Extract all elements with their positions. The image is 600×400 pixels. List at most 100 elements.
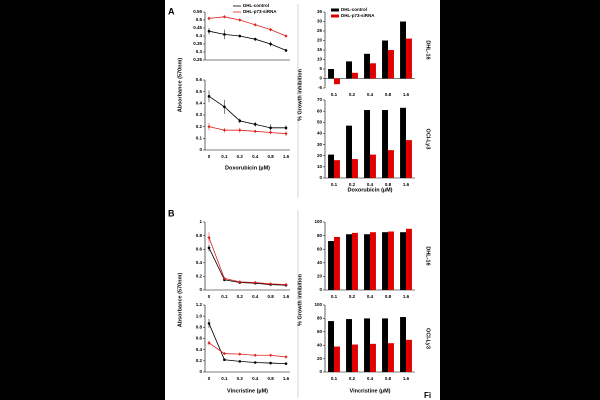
- y-tick-label: 60: [317, 246, 323, 251]
- data-point: [207, 95, 211, 98]
- legend-label: DHL-control: [243, 3, 269, 8]
- data-point: [222, 15, 226, 19]
- x-tick-label: 0.2: [349, 92, 356, 97]
- x-tick-label: 1.6: [283, 154, 290, 159]
- y-tick-label: 0.45: [193, 25, 202, 30]
- x-tick-label: 0.2: [237, 154, 244, 159]
- y-tick-label: 1: [199, 219, 202, 224]
- y-tick-label: 100: [314, 219, 322, 224]
- data-point: [284, 362, 288, 365]
- data-point: [253, 129, 257, 133]
- bar: [400, 232, 406, 290]
- data-point: [207, 322, 211, 325]
- x-tick-label: 0.4: [252, 376, 259, 381]
- y-tick-label: 40: [317, 260, 323, 265]
- bar: [388, 50, 394, 79]
- x-tick-label: 0.4: [367, 376, 374, 381]
- y-tick-label: 1.0: [196, 313, 203, 318]
- y-tick-label: 100: [314, 302, 322, 307]
- bar: [352, 344, 358, 372]
- y-tick-label: 15: [317, 47, 323, 52]
- x-tick-label: 1.6: [403, 92, 410, 97]
- series-line: [208, 342, 287, 358]
- data-point: [223, 105, 226, 109]
- x-axis-label: Vincristine (µM): [227, 388, 268, 394]
- y-axis-label: % Growth inhibition: [297, 273, 303, 326]
- x-tick-label: 0.4: [367, 182, 374, 187]
- y-tick-label: 0.5: [196, 17, 203, 22]
- series-line: [208, 96, 286, 129]
- panel-label: B: [168, 208, 175, 218]
- data-point: [253, 280, 257, 285]
- data-point: [253, 23, 257, 27]
- y-axis-label: % Growth inhibition: [297, 68, 303, 121]
- series-line: [208, 323, 287, 365]
- x-tick-label: 0.1: [331, 182, 338, 187]
- x-tick-label: 0.1: [331, 92, 338, 97]
- cell-line-label: DHL-16: [425, 40, 431, 59]
- data-point: [207, 246, 211, 250]
- bar: [346, 319, 352, 372]
- y-tick-label: 30: [317, 142, 323, 147]
- bar: [406, 38, 412, 79]
- data-point: [269, 42, 272, 46]
- bar: [334, 78, 340, 85]
- x-tick-label: 0.1: [331, 294, 338, 299]
- y-tick-label: 60: [317, 108, 323, 113]
- data-point: [238, 128, 242, 132]
- x-tick-label: 0: [208, 154, 211, 159]
- data-point: [269, 130, 273, 135]
- x-tick-label: 0.8: [385, 294, 392, 299]
- x-tick-label: 0.2: [349, 182, 356, 187]
- bar: [388, 150, 394, 178]
- x-tick-label: 0.2: [349, 376, 356, 381]
- data-point: [222, 351, 226, 356]
- x-tick-label: 1.6: [403, 376, 410, 381]
- legend-label: DHL-p73-siRNA: [243, 9, 277, 14]
- y-tick-label: 0.35: [193, 41, 202, 46]
- data-point: [207, 341, 211, 345]
- x-tick-label: 0.8: [267, 376, 274, 381]
- data-point: [223, 358, 226, 362]
- series-line: [208, 237, 287, 285]
- data-point: [207, 236, 211, 240]
- data-point: [284, 355, 288, 359]
- y-tick-label: 0: [199, 287, 202, 292]
- y-tick-label: 0: [319, 76, 322, 81]
- y-tick-label: 0.8: [196, 325, 203, 330]
- bar: [388, 343, 394, 372]
- x-axis-label: Doxorubicin (µM): [347, 187, 392, 193]
- bar: [400, 107, 406, 178]
- y-tick-label: 0.6: [196, 77, 203, 82]
- bar: [370, 63, 376, 79]
- data-point: [222, 276, 226, 281]
- x-tick-label: 0.8: [385, 92, 392, 97]
- x-axis-label: Vincristine (µM): [350, 388, 391, 394]
- bar: [328, 321, 334, 372]
- data-point: [238, 280, 242, 284]
- y-tick-label: 5: [319, 66, 322, 71]
- bar: [382, 318, 388, 372]
- x-tick-label: 0.2: [237, 294, 244, 299]
- y-tick-label: 35: [317, 9, 323, 14]
- y-tick-label: 50: [317, 119, 323, 124]
- cell-line-label: DHL-16: [425, 246, 431, 265]
- bar: [370, 343, 376, 372]
- bar: [346, 234, 352, 290]
- y-tick-label: 0.1: [196, 136, 203, 141]
- y-tick-label: 70: [317, 97, 323, 102]
- y-tick-label: 0: [319, 287, 322, 292]
- bar: [352, 159, 358, 178]
- bar: [346, 61, 352, 79]
- x-tick-label: 0: [208, 376, 211, 381]
- y-tick-label: 0: [319, 175, 322, 180]
- data-point: [284, 132, 288, 136]
- bar: [328, 154, 334, 178]
- data-point: [269, 282, 273, 286]
- figure-caption-fragment: Fi: [424, 391, 431, 400]
- x-tick-label: 0.1: [221, 376, 228, 381]
- series-line: [208, 126, 287, 135]
- data-point: [284, 49, 288, 52]
- y-tick-label: 20: [317, 153, 323, 158]
